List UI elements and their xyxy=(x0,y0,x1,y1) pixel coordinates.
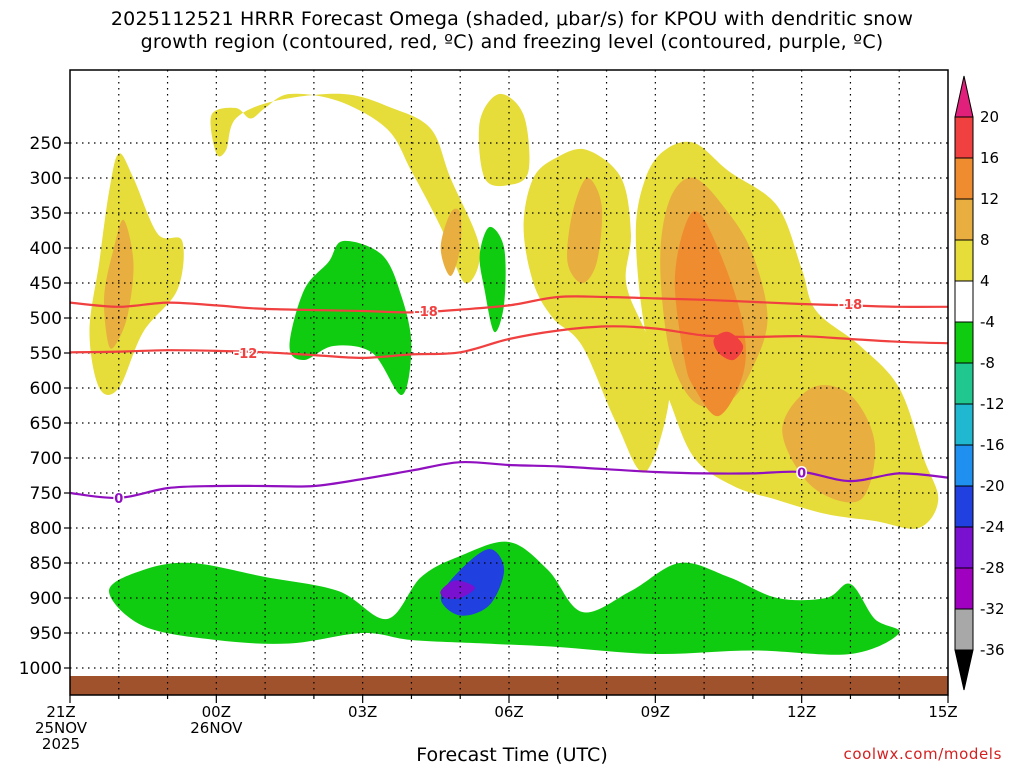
omega-region-rising-21z-23z-upper xyxy=(89,153,184,395)
colorbar-tick-label-13: -36 xyxy=(980,641,1005,659)
colorbar-tick-label-11: -28 xyxy=(980,559,1005,577)
colorbar-band-10 xyxy=(954,526,974,569)
x-axis-label: Forecast Time (UTC) xyxy=(416,744,608,766)
y-tick-label-650: 650 xyxy=(30,414,62,434)
x-tick-label-3-1: 00Z xyxy=(202,703,231,721)
omega-region-sinking-00z-03z-mid xyxy=(289,240,412,396)
colorbar-tick-label-10: -24 xyxy=(980,518,1005,536)
y-tick-label-750: 750 xyxy=(30,484,62,504)
colorbar-tick-label-5: -4 xyxy=(980,313,995,331)
omega-region-sinking-04z-05z-peak xyxy=(440,549,505,616)
contour-dgz-top xyxy=(70,295,948,314)
contour-label-4: 0 xyxy=(797,467,806,482)
y-tick-label-800: 800 xyxy=(30,519,62,539)
omega-region-sinking-low-level xyxy=(109,541,900,655)
x-tick-label-3-2: 26NOV xyxy=(190,719,243,737)
y-axis: 250 300 350 400 450 500 550 600 650 700 750 800 850 9… xyxy=(19,134,70,679)
contour-label-2: -12 xyxy=(234,347,258,362)
colorbar-band-3 xyxy=(954,239,974,282)
y-tick-label-1000: 1000 xyxy=(19,659,62,679)
omega-region-rising-00z-05z-upper xyxy=(210,93,481,284)
colorbar-band-7 xyxy=(954,403,974,446)
y-tick-label-300: 300 xyxy=(30,169,62,189)
colorbar-tick-label-8: -16 xyxy=(980,436,1005,454)
omega-region-sinking-04z-max xyxy=(440,580,475,600)
colorbar-tick-label-6: -8 xyxy=(980,354,995,372)
x-tick-label-9-1: 06Z xyxy=(494,703,523,721)
colorbar-band-12 xyxy=(954,608,974,651)
contour-lines xyxy=(70,295,948,500)
colorbar-band-2 xyxy=(954,198,974,241)
colorbar-tick-label-2: 12 xyxy=(980,190,999,208)
x-tick-label-18-1: 15Z xyxy=(928,703,957,721)
omega-shading xyxy=(89,93,939,655)
y-tick-label-400: 400 xyxy=(30,239,62,259)
ground-surface xyxy=(70,676,948,695)
x-tick-label-12-1: 09Z xyxy=(641,703,670,721)
contour-label-3: 0 xyxy=(114,492,123,507)
omega-region-rising-10z-max xyxy=(713,331,744,361)
y-tick-label-600: 600 xyxy=(30,379,62,399)
colorbar-tick-label-0: 20 xyxy=(980,108,999,126)
contour-label-1: -18 xyxy=(839,298,863,313)
omega-region-rising-05z-upper xyxy=(478,93,530,187)
colorbar-top-arrow xyxy=(954,75,974,118)
y-tick-label-500: 500 xyxy=(30,309,62,329)
contour-labels: -18 -18 -12 0 0 xyxy=(113,297,864,509)
chart-title-line1: 2025112521 HRRR Forecast Omega (shaded, … xyxy=(110,8,914,30)
colorbar-band-4 xyxy=(954,280,974,323)
x-tick-label-15-1: 12Z xyxy=(787,703,816,721)
colorbar: 20 16 12 8 4 -4 -8 -12 -16 -20 -24 -28 -32 -36 xyxy=(954,75,1005,691)
omega-region-rising-07z-core xyxy=(567,177,603,283)
colorbar-band-6 xyxy=(954,362,974,405)
colorbar-band-11 xyxy=(954,567,974,610)
credit-link[interactable]: coolwx.com/models xyxy=(843,745,1002,763)
y-tick-label-950: 950 xyxy=(30,624,62,644)
colorbar-tick-label-7: -12 xyxy=(980,395,1005,413)
y-tick-label-850: 850 xyxy=(30,554,62,574)
x-tick-label-0-3: 2025 xyxy=(42,735,80,753)
y-tick-label-350: 350 xyxy=(30,204,62,224)
colorbar-bottom-arrow xyxy=(954,649,974,691)
x-tick-label-0-1: 21Z xyxy=(46,703,75,721)
x-tick-label-6-1: 03Z xyxy=(348,703,377,721)
colorbar-tick-label-4: 4 xyxy=(980,272,990,290)
y-tick-label-550: 550 xyxy=(30,344,62,364)
colorbar-band-5 xyxy=(954,321,974,364)
colorbar-tick-label-1: 16 xyxy=(980,149,999,167)
grid-lines xyxy=(70,70,948,695)
colorbar-band-9 xyxy=(954,485,974,528)
y-tick-label-450: 450 xyxy=(30,274,62,294)
colorbar-band-8 xyxy=(954,444,974,487)
omega-region-rising-21z-23z-core xyxy=(103,219,134,349)
contour-label-0: -18 xyxy=(414,305,438,320)
x-tick-label-0-2: 25NOV xyxy=(35,719,88,737)
omega-region-sinking-05z-narrow xyxy=(479,226,506,333)
omega-region-rising-06z-07z xyxy=(523,148,670,473)
colorbar-tick-label-3: 8 xyxy=(980,231,990,249)
contour-dgz-bottom xyxy=(70,325,948,360)
colorbar-tick-label-9: -20 xyxy=(980,477,1005,495)
y-tick-label-250: 250 xyxy=(30,134,62,154)
omega-region-rising-04z-05z-core xyxy=(440,208,462,276)
contour-freezing-level xyxy=(70,460,948,500)
chart-title-line2: growth region (contoured, red, ºC) and f… xyxy=(140,31,884,53)
omega-region-rising-09z-10z-peak xyxy=(674,211,746,417)
y-tick-label-900: 900 xyxy=(30,589,62,609)
colorbar-band-0 xyxy=(954,116,974,159)
colorbar-tick-label-12: -32 xyxy=(980,600,1005,618)
y-tick-label-700: 700 xyxy=(30,449,62,469)
colorbar-band-1 xyxy=(954,157,974,200)
